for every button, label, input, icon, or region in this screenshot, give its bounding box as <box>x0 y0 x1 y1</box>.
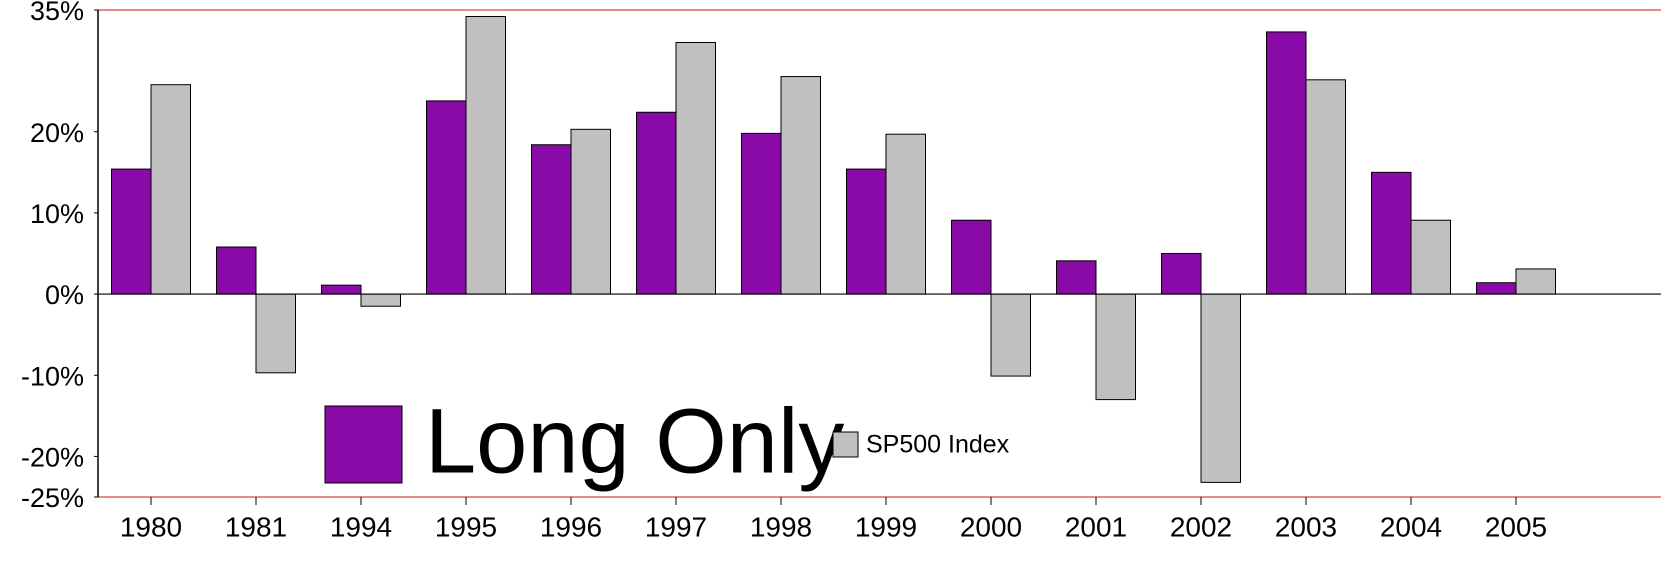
y-tick-label: 35% <box>30 0 84 26</box>
bar <box>360 293 401 307</box>
x-tick-label: 2003 <box>1275 511 1337 542</box>
x-tick-label: 2000 <box>960 511 1022 542</box>
x-tick-label: 1980 <box>120 511 182 542</box>
x-tick-label: 1996 <box>540 511 602 542</box>
bar <box>216 246 257 295</box>
bar <box>1200 293 1241 483</box>
bar <box>846 168 887 295</box>
bar <box>1095 293 1136 401</box>
legend-swatch <box>832 431 859 458</box>
bar <box>741 132 782 295</box>
y-tick-label: -25% <box>21 483 84 513</box>
bar <box>1161 253 1202 295</box>
x-tick-label: 2001 <box>1065 511 1127 542</box>
bar <box>780 76 821 295</box>
bar <box>1056 260 1097 295</box>
x-tick-label: 2004 <box>1380 511 1442 542</box>
x-tick-label: 1997 <box>645 511 707 542</box>
y-tick-label: 0% <box>45 280 84 310</box>
y-tick-label: 10% <box>30 199 84 229</box>
x-tick-label: 1999 <box>855 511 917 542</box>
bar <box>111 168 152 295</box>
bar <box>675 41 716 295</box>
x-tick-label: 2005 <box>1485 511 1547 542</box>
bar <box>990 293 1031 377</box>
x-tick-label: 2002 <box>1170 511 1232 542</box>
bar <box>1266 31 1307 295</box>
bar <box>1410 219 1451 295</box>
bar <box>1371 171 1412 295</box>
bar <box>321 284 362 295</box>
bar <box>1515 268 1556 295</box>
bar <box>465 15 506 295</box>
bar <box>1476 282 1517 295</box>
bar <box>885 133 926 295</box>
bar <box>570 128 611 295</box>
y-tick-label: 20% <box>30 118 84 148</box>
bar <box>531 144 572 295</box>
bar <box>426 100 467 295</box>
y-tick-label: -20% <box>21 443 84 473</box>
legend-label: Long Only <box>425 390 844 492</box>
bar <box>150 84 191 295</box>
x-tick-label: 1994 <box>330 511 392 542</box>
x-tick-label: 1981 <box>225 511 287 542</box>
x-tick-label: 1998 <box>750 511 812 542</box>
x-tick-label: 1995 <box>435 511 497 542</box>
legend-label: SP500 Index <box>866 431 1010 459</box>
bar <box>951 219 992 295</box>
legend-swatch <box>324 405 403 484</box>
bar <box>255 293 296 374</box>
bar <box>636 111 677 295</box>
bar <box>1305 79 1346 295</box>
y-tick-label: -10% <box>21 361 84 391</box>
